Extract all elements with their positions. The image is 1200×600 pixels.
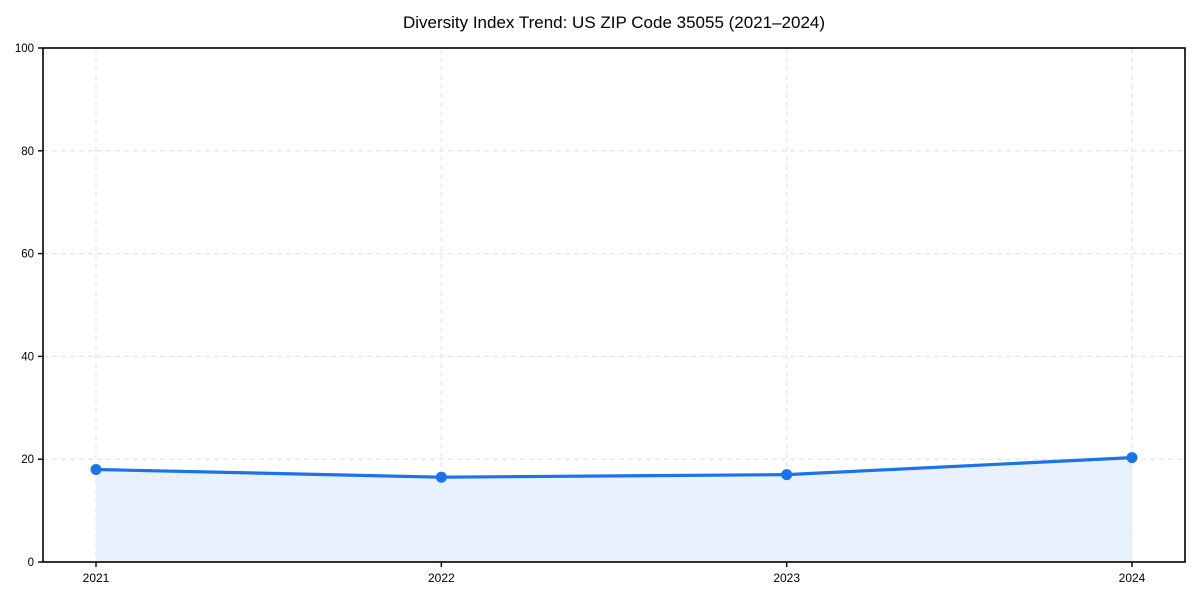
data-point-2022 <box>435 471 447 483</box>
trend-line <box>94 456 1134 479</box>
x-axis-tick-label: 2022 <box>428 571 455 585</box>
x-axis-tick-label: 2021 <box>83 571 110 585</box>
y-axis-tick-label: 60 <box>21 249 34 261</box>
y-axis-tick-label: 20 <box>21 454 34 466</box>
area-fill <box>96 457 1132 562</box>
data-point-2024 <box>1126 452 1138 464</box>
y-axis-tick-label: 0 <box>28 557 34 569</box>
x-axis-tick-label: 2023 <box>773 571 800 585</box>
y-axis-tick-label: 80 <box>21 146 34 158</box>
x-axis-tick-label: 2024 <box>1119 571 1146 585</box>
y-axis-tick-label: 100 <box>15 43 34 55</box>
data-point-2021 <box>90 463 102 475</box>
chart-title: Diversity Index Trend: US ZIP Code 35055… <box>402 13 826 32</box>
plot-frame <box>42 47 1186 563</box>
y-axis-tick-label: 40 <box>21 351 34 363</box>
data-point-2023 <box>781 469 793 481</box>
